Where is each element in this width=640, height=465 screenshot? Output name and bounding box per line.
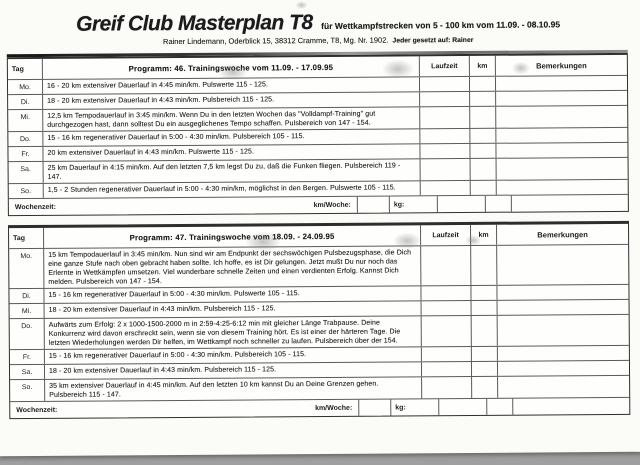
workout-description: 35 km extensiver Dauerlauf in 4:45 min/k… [44, 377, 422, 401]
bemerkungen-cell [495, 157, 628, 180]
subtitle-note: Jeder gesetzt auf: Rainer [392, 36, 474, 45]
laufzeit-cell [421, 376, 472, 399]
scan-smudge [295, 1, 308, 10]
bemerkungen-total-cell [510, 194, 640, 212]
kg-label-cell: kg: [390, 399, 439, 416]
bemerkungen-column-header: Bemerkungen [494, 54, 627, 76]
day-cell: Sa. [20, 166, 31, 174]
km-cell [471, 376, 498, 398]
day-cell: So. [21, 384, 33, 392]
document-header: Greif Club Masterplan T8 für Wettkampfst… [7, 9, 630, 47]
day-cell: Do. [21, 323, 33, 331]
bemerkungen-cell [495, 105, 628, 128]
km-cell [470, 346, 497, 361]
km-cell [470, 285, 497, 300]
kg-label-cell: kg: [388, 196, 437, 213]
laufzeit-column-header: Laufzeit [420, 224, 471, 246]
km-column-header: km [468, 55, 495, 76]
page-title: Greif Club Masterplan T8 [76, 11, 313, 36]
bemerkungen-cell [495, 142, 628, 158]
laufzeit-cell [419, 158, 470, 181]
program-title: Programm: 46. Trainingswoche vom 11.09. … [41, 56, 419, 79]
tag-column-header: Tag [11, 66, 24, 74]
table-row: Mo. 15 km Tempodauerlauf in 3:45 min/km.… [9, 243, 629, 289]
laufzeit-cell [420, 300, 471, 316]
table-row: Do. Aufwärts zum Erfolg: 2 x 1000-1500-2… [9, 313, 629, 350]
day-cell: Mi. [20, 114, 30, 122]
bemerkungen-cell [496, 345, 629, 361]
wochenzeit-label: Wochenzeit: [16, 406, 58, 415]
weekly-summary-row: Wochenzeit: km/Woche: kg: [10, 396, 640, 419]
laufzeit-cell [419, 106, 470, 129]
bemerkungen-cell [496, 360, 630, 376]
laufzeit-cell [419, 143, 470, 159]
km-woche-label: km/Woche: [313, 201, 351, 210]
km-cell [470, 361, 498, 376]
laufzeit-cell [418, 76, 470, 92]
bemerkungen-cell [495, 179, 628, 195]
day-cell: So. [20, 188, 32, 196]
day-cell: Di. [20, 99, 30, 107]
bemerkungen-cell [494, 75, 628, 91]
bemerkungen-total-cell [512, 397, 640, 415]
laufzeit-cell [420, 285, 471, 301]
laufzeit-cell [420, 361, 472, 377]
day-cell: Mo. [19, 84, 31, 92]
km-cell [468, 76, 496, 91]
subtitle-line: Rainer Lindemann, Oderblick 15, 38312 Cr… [7, 34, 630, 47]
title-suffix: für Wettkampfstrecken von 5 - 100 km vom… [321, 19, 561, 31]
km-woche-value-cell [356, 196, 389, 213]
workout-description: 15 km Tempodauerlauf in 3:45 min/km. Nun… [43, 246, 421, 288]
workout-description: 12,5 km Tempodauerlauf in 3:45 min/km. W… [42, 107, 420, 131]
km-cell [469, 180, 496, 195]
km-cell [469, 106, 496, 128]
tag-column-header: Tag [13, 235, 26, 243]
wochenzeit-label: Wochenzeit: [14, 203, 57, 212]
laufzeit-cell [419, 180, 470, 196]
bemerkungen-column-header: Bemerkungen [495, 223, 629, 245]
laufzeit-cell [419, 91, 470, 107]
laufzeit-cell [420, 245, 471, 286]
workout-description: Aufwärts zum Erfolg: 2 x 1000-1500-2000 … [43, 316, 421, 349]
program-title: Programm: 47. Trainingswoche vom 18.09. … [43, 225, 421, 248]
table-week-47: Tag Programm: 47. Trainingswoche vom 18.… [7, 220, 640, 420]
bemerkungen-cell [496, 284, 629, 300]
km-cell [469, 143, 496, 158]
kg-value-cell [438, 398, 487, 416]
laufzeit-column-header: Laufzeit [418, 55, 469, 77]
km-woche-value-cell [358, 399, 391, 416]
day-cell: Do. [19, 136, 31, 144]
kg-value-cell [436, 195, 485, 213]
day-cell: Sa. [21, 369, 33, 377]
km-woche-label: km/Woche: [315, 404, 353, 413]
km-column-header: km [469, 224, 497, 245]
bemerkungen-cell [495, 127, 628, 143]
laufzeit-cell [420, 315, 471, 347]
km-cell [470, 300, 497, 315]
author-address: Rainer Lindemann, Oderblick 15, 38312 Cr… [163, 35, 389, 47]
km-cell [470, 245, 497, 285]
table-week-46: Tag Programm: 46. Trainingswoche vom 11.… [6, 52, 640, 217]
bemerkungen-cell [497, 375, 630, 398]
km-cell [469, 91, 496, 106]
weekly-summary-row: Wochenzeit: km/Woche: kg: [8, 193, 640, 216]
laufzeit-total-cell [484, 195, 511, 212]
day-cell: Mo. [20, 253, 33, 261]
day-cell: Fr. [22, 354, 32, 362]
day-cell: Di. [22, 293, 31, 301]
bemerkungen-cell [496, 299, 629, 315]
bemerkungen-cell [496, 314, 629, 346]
laufzeit-total-cell [486, 398, 513, 415]
laufzeit-cell [419, 128, 470, 144]
workout-description: 25 km Dauerlauf in 4:15 min/km. Auf den … [42, 159, 420, 183]
bemerkungen-cell [496, 244, 629, 285]
day-cell: Mi. [21, 308, 32, 316]
km-cell [469, 158, 496, 180]
km-cell [469, 128, 496, 143]
km-cell [470, 315, 497, 346]
laufzeit-cell [420, 346, 471, 362]
bemerkungen-cell [495, 90, 628, 106]
day-cell: Fr. [21, 151, 30, 159]
